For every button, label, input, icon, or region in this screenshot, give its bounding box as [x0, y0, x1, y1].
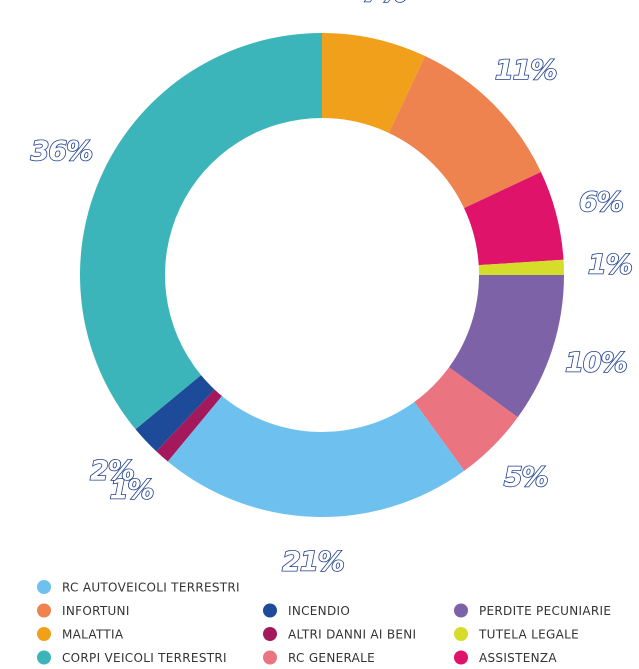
donut-slice: [464, 171, 564, 266]
legend-swatch: [37, 650, 51, 665]
legend-swatch: [37, 603, 51, 618]
legend-swatch: [37, 580, 51, 594]
slice-label: 1%: [110, 475, 154, 506]
donut-slice: [322, 33, 426, 133]
legend-label: CORPI VEICOLI TERRESTRI: [62, 651, 227, 665]
legend-swatch: [454, 627, 468, 641]
legend-label: RC AUTOVEICOLI TERRESTRI: [62, 581, 240, 595]
slice-label: 1%: [588, 249, 632, 280]
legend-swatch: [263, 627, 277, 641]
legend-swatch: [37, 627, 51, 641]
donut-slice: [135, 375, 215, 452]
donut-slice: [167, 395, 465, 517]
slice-label: 7%: [363, 0, 407, 8]
legend-label: TUTELA LEGALE: [478, 628, 579, 642]
donut-slice: [388, 56, 541, 209]
legend-swatch: [263, 650, 277, 665]
legend-label: PERDITE PECUNIARIE: [479, 604, 611, 618]
legend-label: INFORTUNI: [62, 604, 130, 618]
slice-label: 10%: [565, 347, 627, 378]
legend-label: MALATTIA: [62, 628, 124, 642]
slice-label: 5%: [504, 462, 548, 493]
legend-label: ASSISTENZA: [479, 651, 557, 665]
donut-slice: [449, 275, 564, 418]
donut-slice: [80, 33, 323, 430]
legend-swatch: [454, 603, 468, 618]
legend-swatch: [454, 650, 468, 665]
legend-label: INCENDIO: [288, 604, 350, 618]
slice-label: 2%: [90, 456, 134, 487]
donut-slice: [156, 389, 222, 462]
legend-label: RC GENERALE: [288, 651, 375, 665]
slice-label: 11%: [495, 55, 557, 86]
legend-label: ALTRI DANNI AI BENI: [288, 628, 416, 642]
slice-label: 6%: [579, 187, 623, 218]
donut-slice: [478, 259, 564, 275]
donut-slice: [414, 367, 518, 471]
slice-label: 36%: [31, 136, 93, 167]
legend-swatch: [263, 603, 277, 618]
slice-label: 21%: [282, 546, 344, 577]
